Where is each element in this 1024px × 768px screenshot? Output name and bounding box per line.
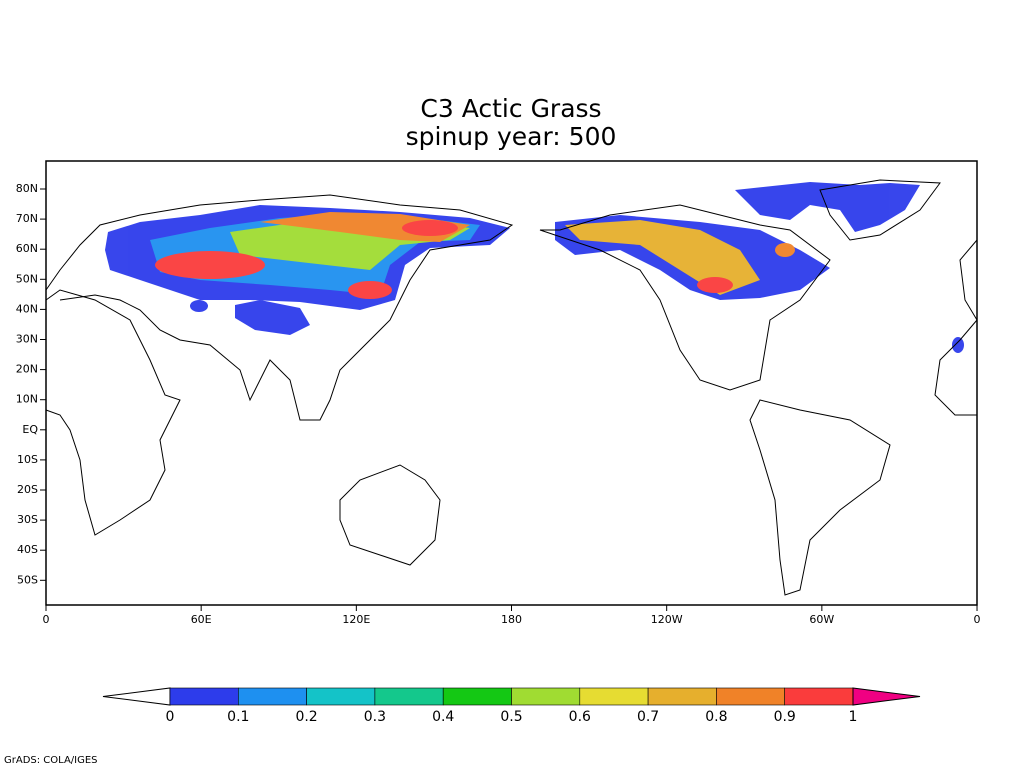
title-line: C3 Actic Grass — [420, 94, 601, 123]
coastlines — [45, 179, 978, 596]
colorbar-label: 0.4 — [432, 709, 454, 725]
lat-label: 60N — [16, 242, 38, 255]
colorbar-label: 0.8 — [705, 709, 727, 725]
colorbar-segment — [579, 687, 649, 706]
title-line: spinup year: 500 — [406, 122, 617, 151]
colorbar-segment — [169, 687, 239, 706]
colorbar-segment — [716, 687, 786, 706]
colorbar-label: 1 — [849, 709, 858, 725]
lon-label: 120E — [342, 613, 370, 626]
lon-label: 0 — [43, 613, 50, 626]
colorbar-segment — [306, 687, 376, 706]
lon-label: 0 — [974, 613, 981, 626]
lat-label: 40S — [17, 543, 38, 556]
lon-label: 180 — [501, 613, 522, 626]
colorbar-segment — [238, 687, 307, 706]
colorbar-segment — [442, 687, 512, 706]
lat-label: 50S — [17, 573, 38, 586]
colorbar: 0 0.1 0.2 0.3 0.4 0.5 0.6 0.7 0.8 0.9 1 — [102, 687, 921, 725]
colorbar-over — [852, 687, 921, 706]
lat-label: 20S — [17, 483, 38, 496]
lon-axis: 0 60E 120E 180 120W 60W 0 — [43, 605, 981, 626]
colorbar-label: 0.5 — [500, 709, 522, 725]
lat-label: 40N — [16, 302, 38, 315]
lat-label: 30N — [16, 333, 38, 346]
lat-label: 10S — [17, 453, 38, 466]
field-shading — [105, 182, 964, 353]
lon-label: 60W — [809, 613, 834, 626]
lat-label: 50N — [16, 272, 38, 285]
colorbar-label: 0.1 — [227, 709, 249, 725]
lon-label: 120W — [651, 613, 683, 626]
colorbar-segment — [784, 687, 854, 706]
footer: GrADS: COLA/IGES — [4, 755, 98, 766]
colorbar-label: 0.7 — [637, 709, 659, 725]
lat-label: 20N — [16, 363, 38, 376]
lat-label: 30S — [17, 513, 38, 526]
colorbar-segment — [647, 687, 717, 706]
colorbar-label: 0.3 — [364, 709, 386, 725]
lat-label: 80N — [16, 182, 38, 195]
lat-label: EQ — [22, 423, 38, 436]
colorbar-label: 0.6 — [569, 709, 591, 725]
colorbar-label: 0.2 — [295, 709, 317, 725]
colorbar-label: 0 — [166, 709, 175, 725]
colorbar-segment — [374, 687, 444, 706]
lat-label: 10N — [16, 393, 38, 406]
colorbar-segment — [511, 687, 581, 706]
lat-label: 70N — [16, 212, 38, 225]
colorbar-under — [102, 687, 171, 706]
colorbar-label: 0.9 — [774, 709, 796, 725]
lon-label: 60E — [191, 613, 212, 626]
lat-axis: 80N 70N 60N 50N 40N 30N 20N 10N EQ 10S 20S 30S 40S 50… — [16, 182, 46, 586]
